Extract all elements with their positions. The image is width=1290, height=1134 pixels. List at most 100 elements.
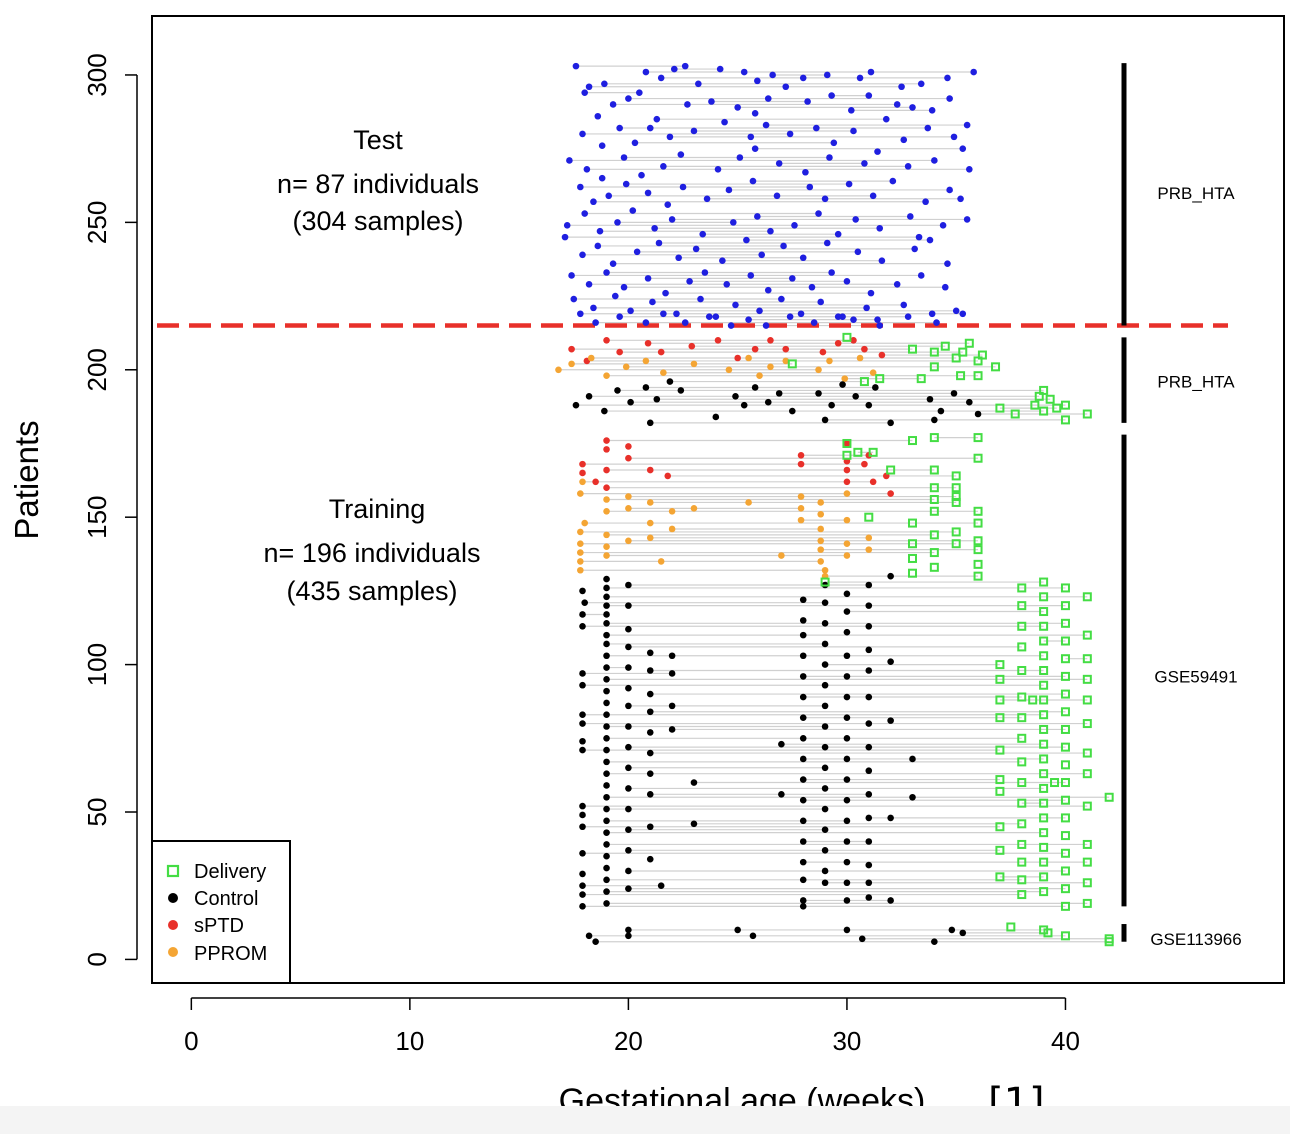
legend-sptd-marker	[168, 920, 178, 930]
delivery-point	[995, 713, 1005, 723]
test-point	[952, 307, 960, 315]
delivery-point	[1017, 798, 1027, 808]
pprom-point	[587, 354, 595, 362]
control-point	[603, 699, 610, 707]
delivery-point	[1039, 710, 1049, 720]
sptd-point	[646, 466, 654, 474]
annotation-test-line1: n= 87 individuals	[277, 169, 479, 199]
control-point	[909, 755, 916, 763]
control-point	[603, 852, 610, 860]
test-point	[764, 95, 772, 102]
control-point	[646, 823, 654, 831]
sptd-point	[688, 342, 696, 350]
test-point	[747, 272, 755, 279]
pprom-point	[577, 528, 584, 536]
delivery-point	[820, 577, 830, 587]
control-point	[603, 758, 610, 766]
test-point	[642, 319, 650, 326]
delivery-point	[1017, 733, 1027, 743]
test-point	[810, 319, 818, 326]
test-point	[714, 166, 722, 173]
delivery-point	[1052, 403, 1062, 413]
test-point	[826, 154, 833, 161]
delivery-point	[1017, 665, 1027, 675]
test-point	[603, 269, 610, 276]
test-point	[828, 92, 835, 99]
control-point	[764, 398, 772, 406]
delivery-point	[1082, 409, 1092, 419]
control-point	[603, 687, 610, 695]
control-point	[677, 387, 685, 394]
delivery-point	[951, 483, 961, 493]
control-point	[887, 419, 894, 427]
test-point	[743, 236, 750, 244]
control-point	[852, 393, 859, 400]
series-sptd	[568, 336, 894, 497]
test-point	[756, 307, 763, 315]
test-point	[944, 260, 951, 267]
control-point	[579, 711, 586, 719]
control-point	[821, 826, 829, 833]
x-tick-label: 30	[832, 1026, 861, 1056]
test-point	[904, 163, 912, 170]
test-point	[924, 124, 932, 132]
delivery-point	[929, 562, 939, 572]
legend-control-label: Control	[194, 888, 258, 910]
test-point	[775, 160, 783, 167]
pprom-point	[817, 537, 825, 545]
delivery-point	[1017, 857, 1027, 867]
test-point	[649, 298, 656, 306]
pprom-point	[603, 507, 610, 515]
delivery-point	[929, 347, 939, 357]
delivery-point	[1017, 757, 1027, 767]
control-point	[646, 770, 654, 777]
control-point	[734, 926, 741, 934]
delivery-point	[1082, 769, 1092, 779]
test-point	[729, 219, 737, 226]
test-point	[581, 89, 588, 96]
test-point	[653, 115, 661, 123]
control-point	[865, 894, 873, 901]
test-point	[708, 98, 715, 105]
test-point	[830, 139, 838, 147]
control-point	[603, 711, 610, 719]
test-point	[911, 245, 918, 253]
control-point	[579, 870, 586, 878]
delivery-point	[973, 453, 983, 463]
dataset-label: PRB_HTA	[1157, 184, 1235, 203]
control-point	[646, 419, 654, 427]
delivery-point	[929, 506, 939, 516]
delivery-point	[1039, 872, 1049, 882]
pprom-point	[642, 357, 650, 365]
annotation-training: Training n= 196 individuals (435 samples…	[264, 494, 481, 606]
series-pprom	[555, 354, 877, 580]
control-point	[843, 628, 851, 636]
control-point	[843, 796, 851, 804]
y-tick-label: 200	[82, 348, 112, 391]
test-point	[673, 310, 680, 318]
pprom-point	[725, 366, 733, 374]
pprom-point	[625, 537, 632, 545]
control-point	[579, 622, 586, 630]
test-point	[780, 242, 787, 250]
sptd-point	[878, 351, 886, 359]
delivery-point	[1082, 592, 1092, 602]
test-point	[616, 124, 623, 132]
control-point	[843, 608, 851, 615]
dataset-label: GSE113966	[1150, 930, 1241, 949]
pprom-point	[622, 363, 630, 371]
test-point	[861, 160, 868, 167]
control-point	[585, 932, 593, 940]
test-point	[609, 101, 617, 108]
control-point	[603, 584, 610, 592]
control-point	[865, 879, 873, 887]
test-point	[970, 68, 977, 76]
control-point	[865, 743, 873, 751]
test-point	[966, 166, 973, 173]
control-point	[799, 838, 807, 845]
pprom-point	[603, 531, 610, 539]
control-point	[603, 841, 610, 848]
test-point	[786, 130, 794, 138]
control-point	[646, 649, 654, 657]
